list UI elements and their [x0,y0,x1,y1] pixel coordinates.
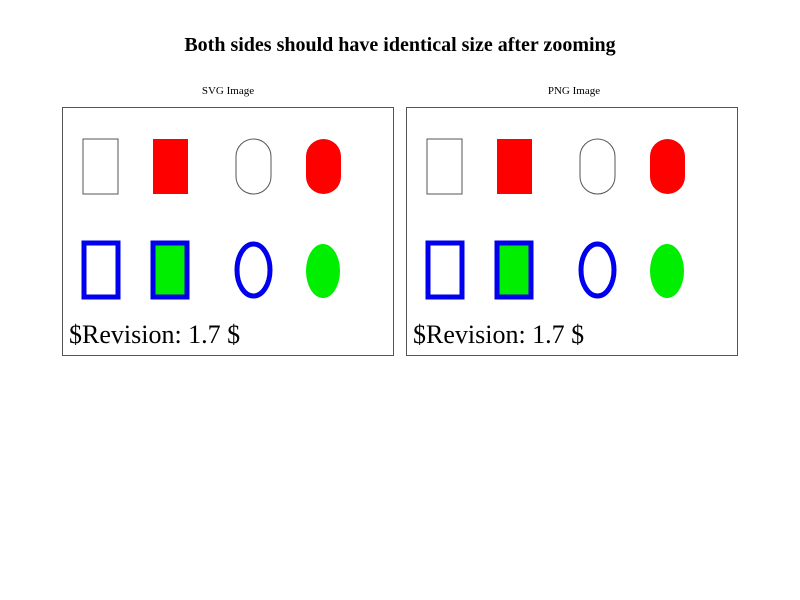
png-image-caption: PNG Image [547,85,601,97]
outlined-rounded-rectangle [235,138,272,195]
blue-outlined-ellipse [234,241,273,299]
png-image-canvas: $Revision: 1.7 $ [413,138,685,349]
svg-image-caption: SVG Image [201,85,255,97]
outlined-rectangle [82,138,119,195]
green-filled-ellipse [306,244,340,298]
red-filled-rectangle [497,139,532,194]
blue-outlined-green-filled-rectangle [150,240,190,300]
blue-outlined-green-filled-rectangle [494,240,534,300]
png-image-panel: $Revision: 1.7 $ [406,107,738,356]
red-filled-rounded-rectangle [306,139,341,194]
blue-outlined-rectangle [81,240,121,300]
blue-outlined-rectangle [425,240,465,300]
outlined-rectangle [426,138,463,195]
red-filled-rectangle [153,139,188,194]
outlined-rounded-rectangle [579,138,616,195]
page-title: Both sides should have identical size af… [184,34,616,56]
green-filled-ellipse [650,244,684,298]
red-filled-rounded-rectangle [650,139,685,194]
svg-image-panel: $Revision: 1.7 $ [62,107,394,356]
revision-text: $Revision: 1.7 $ [413,320,584,349]
svg-image-canvas: $Revision: 1.7 $ [69,138,341,349]
blue-outlined-ellipse [578,241,617,299]
revision-text: $Revision: 1.7 $ [69,320,240,349]
